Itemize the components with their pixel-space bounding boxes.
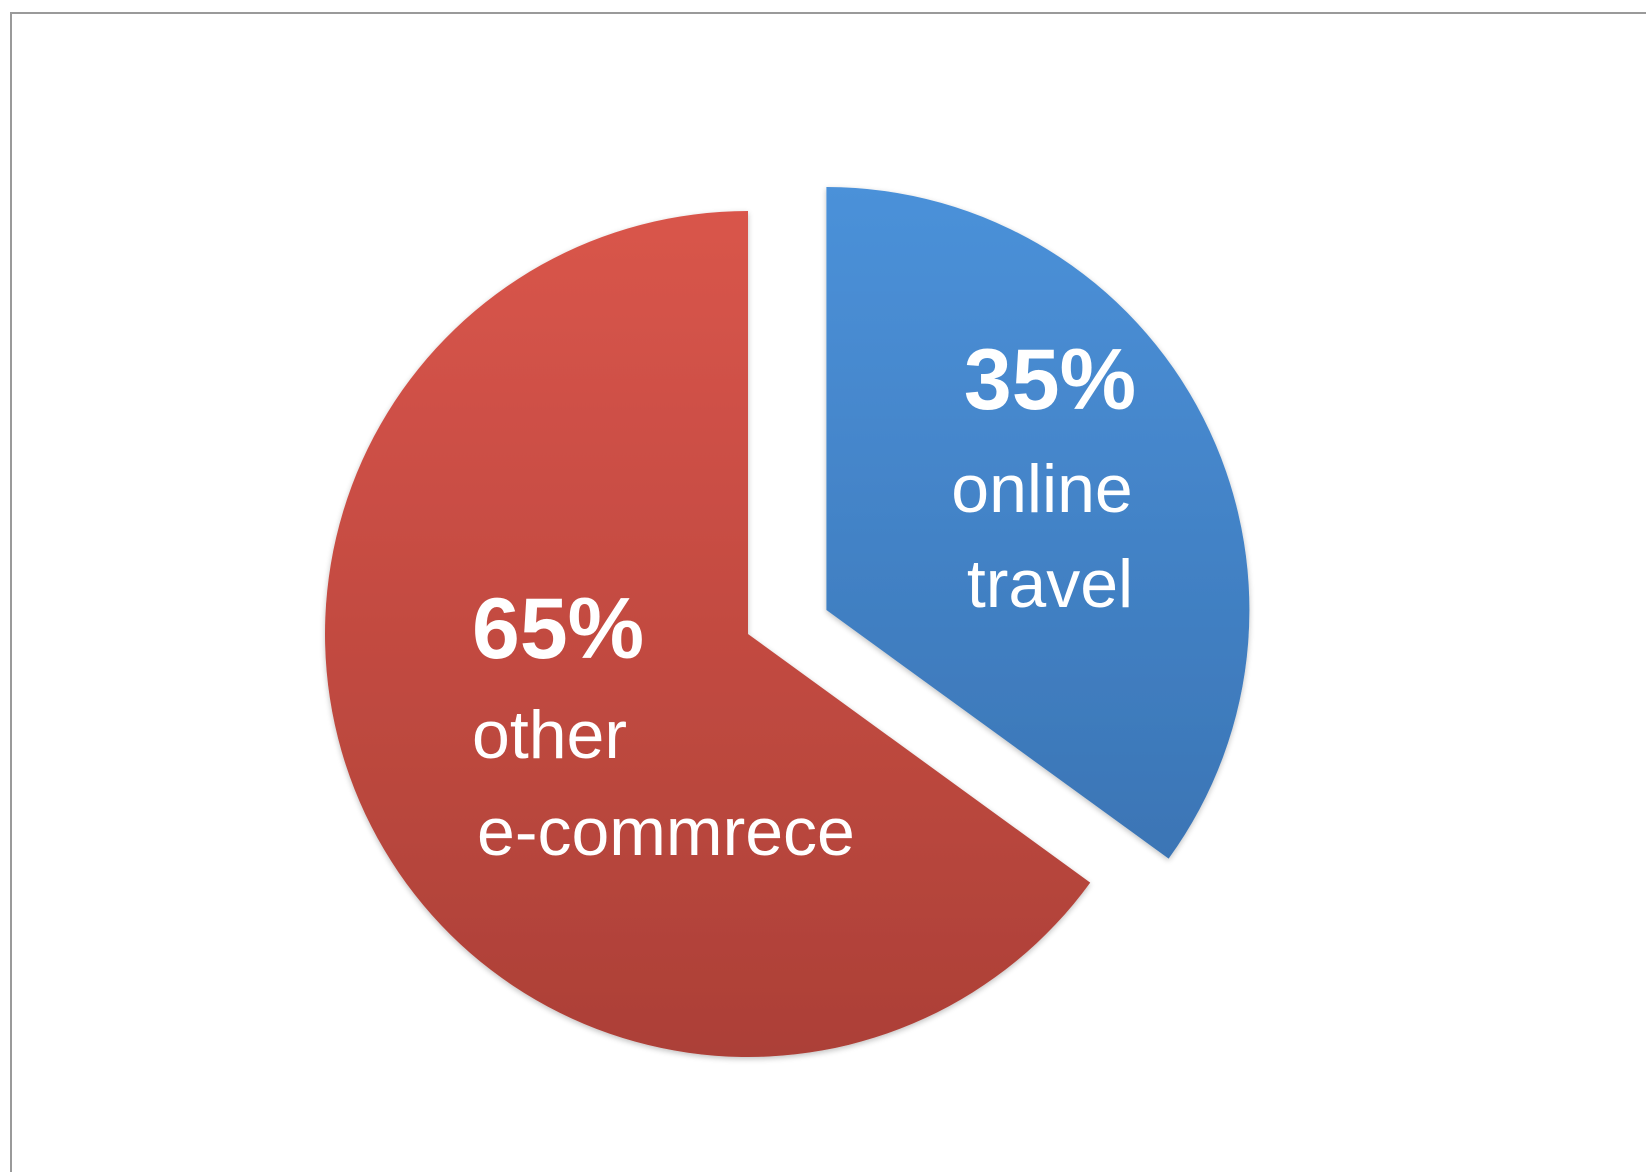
slice-label-other-e-commerce: 65% other e-commrece — [472, 581, 855, 870]
pie-slice-online-travel — [826, 187, 1250, 859]
slice-category-label: e-commrece — [477, 794, 855, 870]
chart-frame — [10, 12, 1646, 1172]
slice-percent-label: 65% — [472, 581, 644, 677]
slice-category-label: online — [951, 451, 1133, 527]
slice-category-label: travel — [967, 546, 1133, 622]
slice-percent-label: 35% — [964, 332, 1136, 428]
slice-label-online-travel: 35% online travel — [951, 332, 1136, 622]
pie-slice-other-e-commerce — [325, 211, 1091, 1057]
slice-category-label: other — [472, 697, 627, 773]
